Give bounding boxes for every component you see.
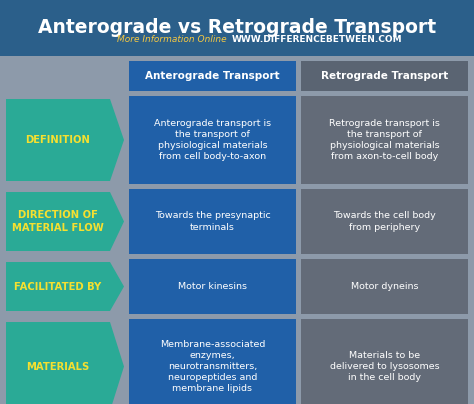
- Text: DIRECTION OF
MATERIAL FLOW: DIRECTION OF MATERIAL FLOW: [12, 210, 104, 233]
- Polygon shape: [6, 99, 124, 181]
- Text: FACILITATED BY: FACILITATED BY: [14, 282, 101, 292]
- Text: Retrograde transport is
the transport of
physiological materials
from axon-to-ce: Retrograde transport is the transport of…: [329, 119, 440, 161]
- FancyBboxPatch shape: [301, 259, 468, 314]
- Text: Motor dyneins: Motor dyneins: [351, 282, 418, 291]
- Text: Motor kinesins: Motor kinesins: [178, 282, 247, 291]
- Text: Anterograde vs Retrograde Transport: Anterograde vs Retrograde Transport: [38, 18, 436, 37]
- FancyBboxPatch shape: [129, 189, 296, 254]
- FancyBboxPatch shape: [129, 96, 296, 184]
- Text: Anterograde transport is
the transport of
physiological materials
from cell body: Anterograde transport is the transport o…: [154, 119, 271, 161]
- Polygon shape: [6, 262, 124, 311]
- Text: Membrane-associated
enzymes,
neurotransmitters,
neuropeptides and
membrane lipid: Membrane-associated enzymes, neurotransm…: [160, 340, 265, 393]
- Text: MATERIALS: MATERIALS: [27, 362, 90, 372]
- FancyBboxPatch shape: [301, 189, 468, 254]
- FancyBboxPatch shape: [129, 259, 296, 314]
- Polygon shape: [6, 322, 124, 404]
- FancyBboxPatch shape: [301, 319, 468, 404]
- Polygon shape: [6, 192, 124, 251]
- Text: WWW.DIFFERENCEBETWEEN.COM: WWW.DIFFERENCEBETWEEN.COM: [232, 36, 402, 44]
- Text: Anterograde Transport: Anterograde Transport: [145, 71, 280, 81]
- Text: Towards the cell body
from periphery: Towards the cell body from periphery: [333, 211, 436, 231]
- Text: More Information Online: More Information Online: [118, 36, 227, 44]
- FancyBboxPatch shape: [129, 61, 296, 91]
- Text: Towards the presynaptic
terminals: Towards the presynaptic terminals: [155, 211, 270, 231]
- FancyBboxPatch shape: [129, 319, 296, 404]
- FancyBboxPatch shape: [301, 61, 468, 91]
- FancyBboxPatch shape: [0, 0, 474, 56]
- Text: Retrograde Transport: Retrograde Transport: [321, 71, 448, 81]
- Text: DEFINITION: DEFINITION: [26, 135, 91, 145]
- Text: Materials to be
delivered to lysosomes
in the cell body: Materials to be delivered to lysosomes i…: [330, 351, 439, 382]
- FancyBboxPatch shape: [301, 96, 468, 184]
